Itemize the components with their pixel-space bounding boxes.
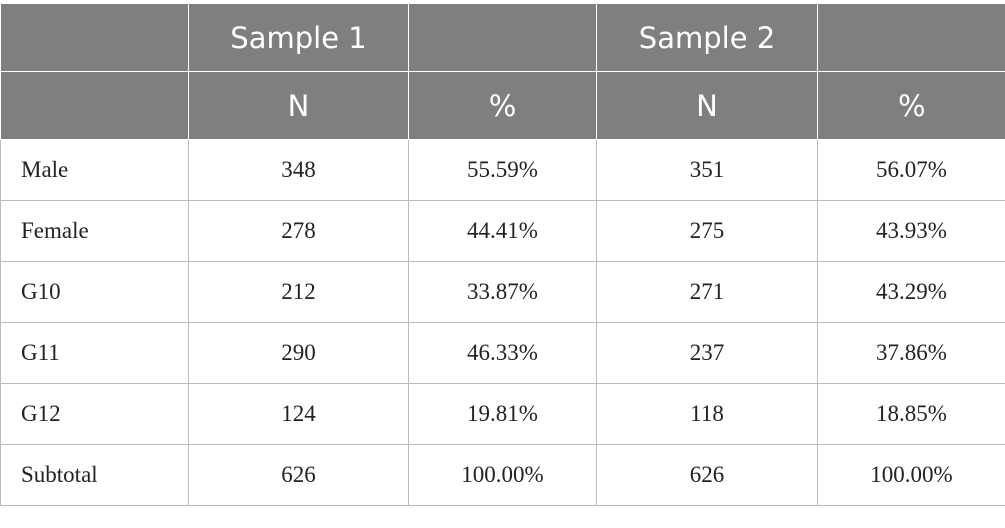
table-cell: 37.86% bbox=[817, 322, 1005, 384]
group-header: Sample 1 bbox=[188, 4, 409, 72]
row-label: Subtotal bbox=[0, 444, 189, 506]
table-body: Male 348 55.59% 351 56.07% Female 278 44.41% 275… bbox=[0, 139, 1005, 506]
row-label: G11 bbox=[0, 322, 189, 384]
table-row: G10 212 33.87% 271 43.29% bbox=[0, 261, 1005, 323]
header-cell bbox=[408, 4, 597, 72]
table-cell: 100.00% bbox=[817, 444, 1005, 506]
column-header: N bbox=[596, 71, 818, 140]
row-label: G12 bbox=[0, 383, 189, 445]
table-cell: 55.59% bbox=[408, 139, 597, 201]
column-header: % bbox=[817, 71, 1005, 140]
table-row: Male 348 55.59% 351 56.07% bbox=[0, 139, 1005, 201]
header-cell bbox=[817, 4, 1005, 72]
table-cell: 271 bbox=[596, 261, 818, 323]
table-cell: 18.85% bbox=[817, 383, 1005, 445]
table-cell: 124 bbox=[188, 383, 409, 445]
table-cell: 43.93% bbox=[817, 200, 1005, 262]
column-header: N bbox=[188, 71, 409, 140]
table-cell: 43.29% bbox=[817, 261, 1005, 323]
group-header-row: Sample 1 Sample 2 bbox=[0, 4, 1005, 72]
row-label: Male bbox=[0, 139, 189, 201]
row-label: Female bbox=[0, 200, 189, 262]
table-cell: 275 bbox=[596, 200, 818, 262]
data-table: Sample 1 Sample 2 N% N% Male 348 55.59% 351 5… bbox=[0, 4, 1005, 506]
table-cell: 237 bbox=[596, 322, 818, 384]
table-cell: 44.41% bbox=[408, 200, 597, 262]
column-header: % bbox=[408, 71, 597, 140]
table-row: G12 124 19.81% 118 18.85% bbox=[0, 383, 1005, 445]
table-cell: 290 bbox=[188, 322, 409, 384]
table-cell: 278 bbox=[188, 200, 409, 262]
table-cell: 33.87% bbox=[408, 261, 597, 323]
page: Sample 1 Sample 2 N% N% Male 348 55.59% 351 5… bbox=[0, 4, 1005, 528]
table-cell: 212 bbox=[188, 261, 409, 323]
group-header: Sample 2 bbox=[596, 4, 818, 72]
table-cell: 19.81% bbox=[408, 383, 597, 445]
table-cell: 348 bbox=[188, 139, 409, 201]
table-cell: 626 bbox=[596, 444, 818, 506]
table-row: G11 290 46.33% 237 37.86% bbox=[0, 322, 1005, 384]
table-cell: 100.00% bbox=[408, 444, 597, 506]
row-label: G10 bbox=[0, 261, 189, 323]
table-row: Female 278 44.41% 275 43.93% bbox=[0, 200, 1005, 262]
table-cell: 46.33% bbox=[408, 322, 597, 384]
table-row: Subtotal 626 100.00% 626 100.00% bbox=[0, 444, 1005, 506]
header-cell bbox=[0, 71, 189, 140]
header-cell bbox=[0, 4, 189, 72]
column-header-row: N% N% bbox=[0, 71, 1005, 140]
table-cell: 351 bbox=[596, 139, 818, 201]
table-cell: 118 bbox=[596, 383, 818, 445]
table-cell: 626 bbox=[188, 444, 409, 506]
table-cell: 56.07% bbox=[817, 139, 1005, 201]
